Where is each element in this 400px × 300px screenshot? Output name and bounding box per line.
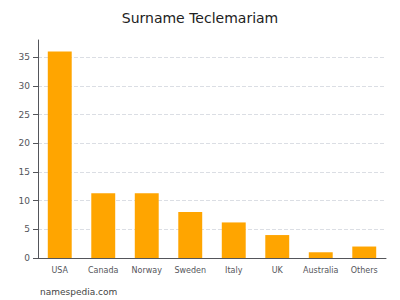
svg-text:namespedia.com: namespedia.com [40, 287, 117, 297]
svg-text:Australia: Australia [303, 266, 338, 275]
svg-text:Sweden: Sweden [174, 266, 206, 275]
svg-text:USA: USA [51, 266, 68, 275]
svg-text:Others: Others [351, 266, 378, 275]
svg-text:10: 10 [19, 196, 31, 206]
svg-text:35: 35 [19, 52, 30, 62]
svg-text:0: 0 [24, 253, 30, 263]
svg-text:5: 5 [24, 224, 30, 234]
svg-text:Canada: Canada [88, 266, 119, 275]
svg-text:15: 15 [19, 167, 30, 177]
svg-text:Norway: Norway [132, 266, 163, 275]
svg-text:Surname Teclemariam: Surname Teclemariam [122, 10, 279, 26]
svg-text:20: 20 [19, 138, 31, 148]
svg-text:25: 25 [19, 110, 30, 120]
svg-text:30: 30 [19, 81, 31, 91]
svg-text:UK: UK [272, 266, 284, 275]
svg-text:Italy: Italy [225, 266, 243, 275]
